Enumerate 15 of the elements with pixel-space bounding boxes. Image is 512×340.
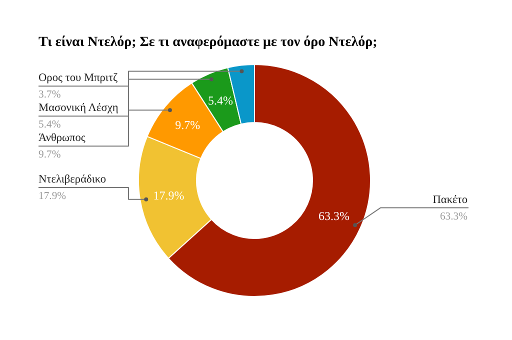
text: 5.4% [38, 120, 61, 131]
data-label: 17.9% [153, 188, 184, 202]
slice-label: Άνθρωπος [38, 132, 86, 144]
slice-label: Μασονική Λέσχη [38, 102, 118, 114]
slice-label: Ντελιβεράδικο [38, 173, 106, 186]
data-label: 5.4% [208, 93, 233, 108]
chart-title: Τι είναι Ντελόρ; Σε τι αναφερόμαστε με τον όρο Ντελόρ; [38, 35, 378, 50]
data-label: 63.3% [318, 208, 350, 223]
slice-label: Ορος του Μπριτζ [38, 72, 118, 84]
text: 63.3% [440, 211, 468, 222]
text: 17.9% [38, 190, 66, 202]
data-label: 9.7% [175, 118, 200, 132]
text: 9.7% [38, 150, 61, 161]
slice-label: Πακέτο [432, 194, 468, 206]
data-label: 3.7% [38, 90, 61, 101]
